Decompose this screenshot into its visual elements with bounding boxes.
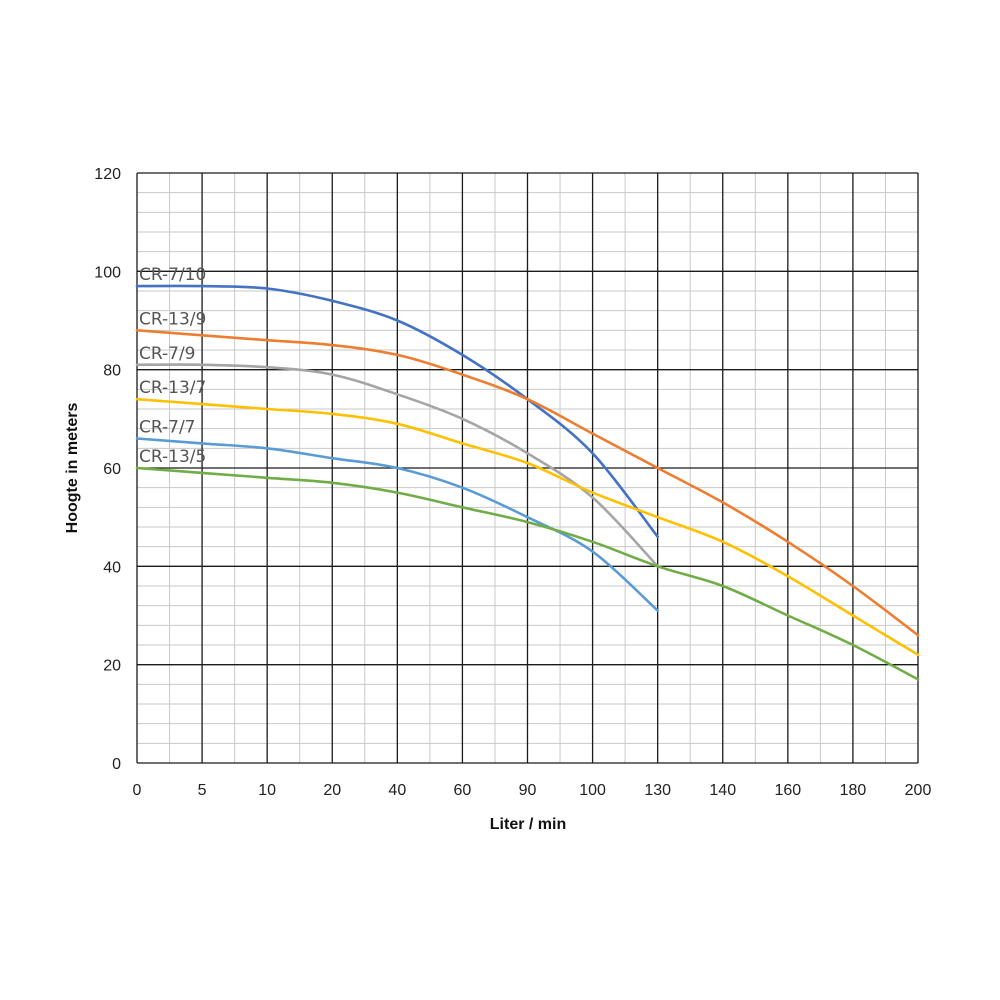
x-axis-title: Liter / min	[490, 816, 566, 833]
x-tick-label: 100	[579, 782, 606, 799]
x-tick-label: 10	[258, 782, 276, 799]
y-axis-title: Hoogte in meters	[64, 403, 81, 534]
series-label-cr-13-9: CR-13/9	[139, 309, 206, 329]
series-lines	[135, 284, 920, 681]
y-tick-label: 60	[103, 461, 121, 478]
y-tick-labels: 0 20 40 60 80 100 120	[94, 166, 121, 773]
x-tick-label: 5	[198, 782, 207, 799]
series-label-cr-13-7: CR-13/7	[139, 378, 206, 398]
x-tick-label: 60	[454, 782, 472, 799]
series-labels: CR-7/10 CR-13/9 CR-7/9 CR-13/7 CR-7/7 CR-13/5	[139, 265, 206, 467]
series-label-cr-7-7: CR-7/7	[139, 418, 196, 438]
series-line-cr-13-9	[135, 329, 920, 637]
x-tick-label: 20	[323, 782, 341, 799]
series-line-cr-13-5	[135, 466, 920, 681]
x-tick-label: 160	[774, 782, 801, 799]
y-tick-label: 120	[94, 166, 121, 183]
series-label-cr-13-5: CR-13/5	[139, 447, 206, 467]
y-tick-label: 20	[103, 658, 121, 675]
y-tick-label: 100	[94, 264, 121, 281]
x-tick-label: 40	[388, 782, 406, 799]
series-label-cr-7-10: CR-7/10	[139, 265, 206, 285]
x-tick-label: 0	[133, 782, 142, 799]
x-tick-label: 200	[905, 782, 932, 799]
series-line-cr-7-7	[135, 437, 659, 612]
series-label-cr-7-9: CR-7/9	[139, 344, 196, 364]
y-tick-label: 80	[103, 363, 121, 380]
x-tick-label: 130	[644, 782, 671, 799]
x-tick-label: 180	[840, 782, 867, 799]
x-tick-label: 90	[519, 782, 537, 799]
major-gridlines	[136, 172, 919, 764]
y-tick-label: 40	[103, 559, 121, 576]
x-tick-label: 140	[709, 782, 736, 799]
series-line-cr-13-7	[135, 397, 920, 657]
x-tick-labels: 0 5 10 20 40 60 90 100 130 140 160 180 200	[133, 782, 932, 799]
series-line-cr-7-10	[135, 284, 659, 539]
y-tick-label: 0	[112, 756, 121, 773]
